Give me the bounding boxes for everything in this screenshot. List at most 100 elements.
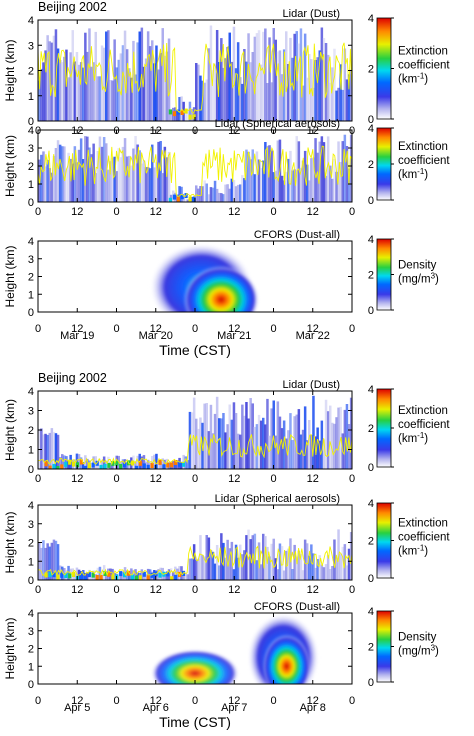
profile-column <box>293 169 296 202</box>
dust-plume-core <box>262 634 311 684</box>
surface-layer-cell <box>64 573 68 579</box>
profile-column <box>329 405 332 469</box>
colorbar-tick-label: 0 <box>368 462 374 474</box>
y-tick-label: 1 <box>28 179 34 191</box>
profile-column <box>297 409 301 469</box>
colorbar <box>376 17 392 120</box>
profile-column <box>253 36 257 121</box>
profile-column <box>96 151 100 202</box>
colorbar-tick-label: 0 <box>368 305 374 317</box>
x-tick-label: 12 <box>228 473 240 485</box>
surface-layer-cell <box>111 574 115 580</box>
colorbar-title-line: coefficient <box>398 419 450 431</box>
profile-column <box>226 47 229 121</box>
profile-column <box>228 548 231 580</box>
profile-column <box>205 79 208 121</box>
profile-column <box>167 38 171 121</box>
profile-column <box>205 403 208 469</box>
profile-column <box>119 157 123 202</box>
profile-column <box>310 435 313 469</box>
profile-column <box>222 194 225 202</box>
colorbar <box>376 502 392 579</box>
colorbar <box>376 610 392 683</box>
surface-layer-cell <box>170 462 174 468</box>
profile-column <box>347 74 351 121</box>
profile-column <box>178 97 181 121</box>
profile-column <box>140 163 144 202</box>
x-tick-label: 12 <box>228 323 240 335</box>
surface-layer-cell <box>192 114 196 120</box>
profile-column <box>128 572 131 580</box>
colorbar-tick-label: 2 <box>368 423 374 435</box>
profile-column <box>40 68 43 121</box>
profile-column <box>331 67 334 121</box>
profile-column <box>274 170 277 202</box>
x-tick-label: 0 <box>35 473 41 485</box>
profile-column <box>301 85 305 121</box>
surface-layer-cell <box>134 575 138 580</box>
profile-column <box>134 136 137 202</box>
profile-column <box>203 556 206 580</box>
profile-column <box>125 462 129 469</box>
profile-column <box>144 167 148 202</box>
x-tick-label: 12 <box>307 695 319 707</box>
profile-column <box>107 169 110 202</box>
surface-layer-cell <box>79 573 84 579</box>
profile-column <box>308 555 311 580</box>
profile-column <box>339 64 342 121</box>
profile-column <box>142 66 146 121</box>
profile-column <box>274 435 277 469</box>
colorbar-unit: (km-1) <box>398 72 428 86</box>
colorbar-tick-label: 2 <box>368 536 374 548</box>
profile-column <box>163 574 167 580</box>
panel-title: Lidar (Dust) <box>283 379 340 391</box>
surface-layer-cell <box>103 463 107 469</box>
profile-column <box>299 167 303 202</box>
profile-column <box>195 185 198 202</box>
colorbar-title-line: coefficient <box>398 532 450 544</box>
surface-layer-cell <box>172 111 176 117</box>
profile-column <box>42 62 45 121</box>
profile-column <box>100 146 104 202</box>
panel-0-1-signal <box>38 134 352 202</box>
surface-layer-cell <box>56 574 60 580</box>
x-tick-label: 12 <box>307 473 319 485</box>
profile-column <box>161 28 164 121</box>
date-label: Apr 5 <box>64 702 90 714</box>
profile-column <box>113 461 116 469</box>
surface-layer-cell <box>87 463 91 469</box>
profile-column <box>333 159 336 202</box>
y-tick-label: 3 <box>28 254 34 266</box>
profile-column <box>243 49 246 121</box>
profile-column <box>151 144 154 202</box>
chart-heading: Beijing 2002 <box>38 371 107 385</box>
surface-layer-cell <box>174 574 178 580</box>
profile-column <box>349 397 352 469</box>
profile-column <box>230 178 234 202</box>
profile-column <box>236 433 240 469</box>
y-axis-label: Height (km) <box>3 135 17 197</box>
surface-layer-cell <box>72 461 76 467</box>
profile-column <box>220 193 223 202</box>
profile-column <box>318 440 321 469</box>
profile-column <box>46 35 49 121</box>
profile-column <box>77 454 81 469</box>
profile-column <box>345 146 349 202</box>
profile-column <box>207 48 211 121</box>
profile-column <box>82 462 85 469</box>
y-tick-label: 2 <box>28 272 34 284</box>
profile-column <box>211 70 215 121</box>
surface-layer-cell <box>188 196 192 202</box>
profile-column <box>268 556 271 580</box>
profile-column <box>234 413 238 469</box>
profile-column <box>94 173 97 202</box>
mixing-layer-trace <box>38 433 352 466</box>
y-tick-label: 0 <box>28 575 34 587</box>
profile-column <box>98 458 102 469</box>
panel-1-1-signal <box>38 529 352 580</box>
profile-column <box>257 30 261 121</box>
colorbar-tick-label: 0 <box>368 114 374 126</box>
y-tick-label: 2 <box>28 644 34 656</box>
colorbar-unit: (km-1) <box>398 431 428 445</box>
